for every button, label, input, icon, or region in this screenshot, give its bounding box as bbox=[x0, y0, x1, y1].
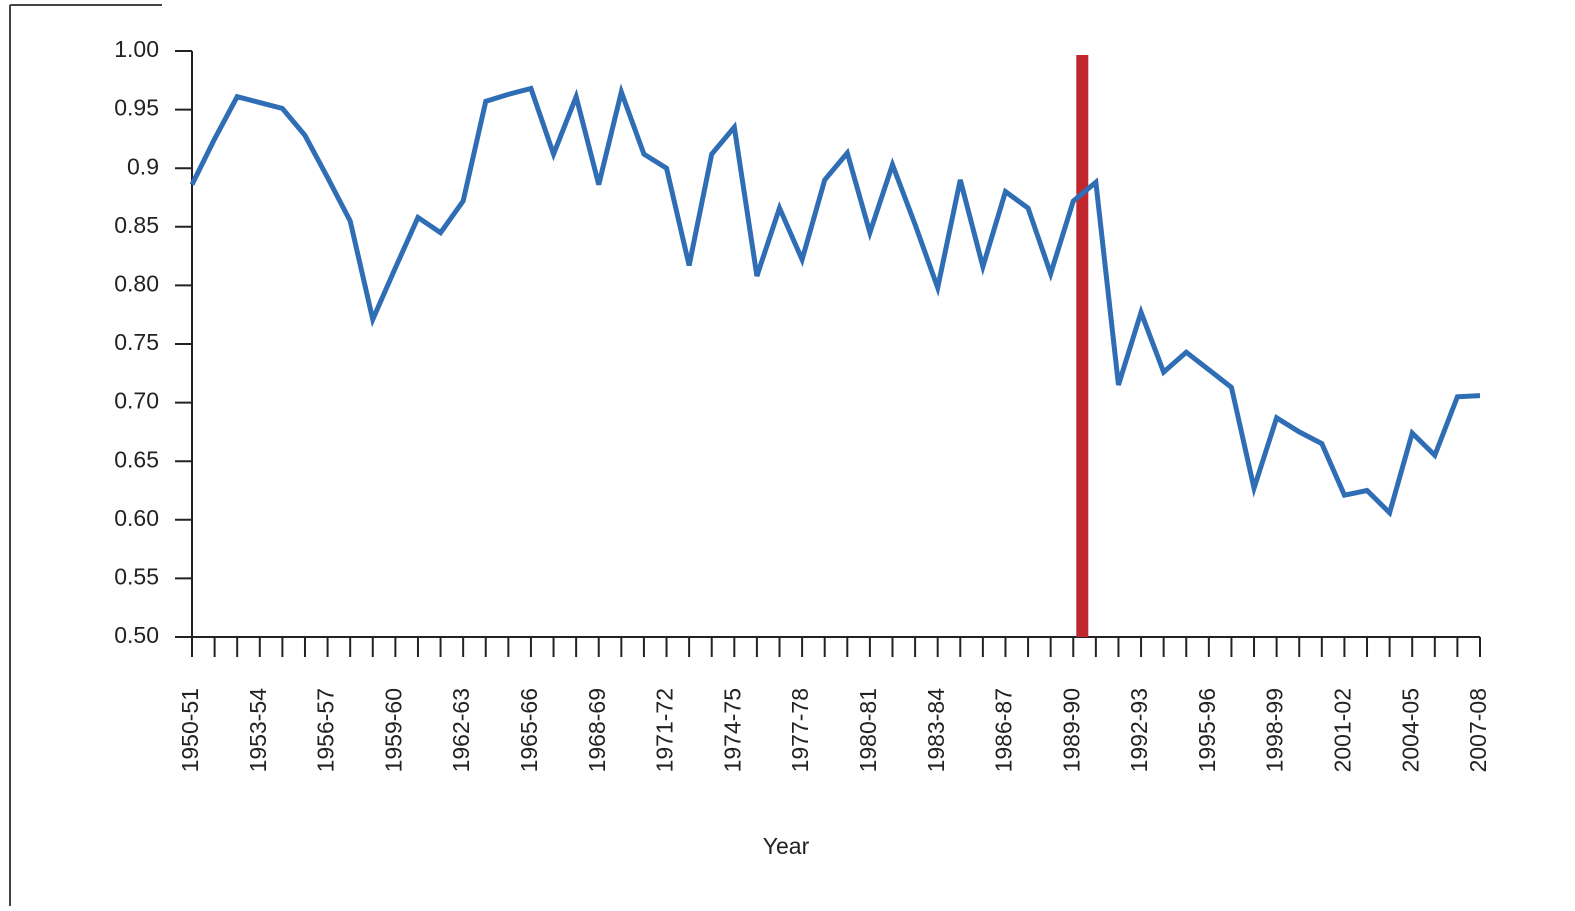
y-tick-label: 0.70 bbox=[114, 388, 159, 414]
x-tick-label: 1968-69 bbox=[584, 688, 610, 772]
y-tick-label: 1.00 bbox=[114, 36, 159, 62]
x-tick-label: 1950-51 bbox=[177, 688, 203, 772]
y-tick-label: 0.85 bbox=[114, 212, 159, 238]
y-tick-label: 0.60 bbox=[114, 505, 159, 531]
x-tick-label: 1980-81 bbox=[855, 688, 881, 772]
x-tick-label: 1962-63 bbox=[448, 688, 474, 772]
x-tick-label: 1992-93 bbox=[1126, 688, 1152, 772]
y-tick-label: 0.80 bbox=[114, 270, 159, 296]
x-tick-label: 1986-87 bbox=[991, 688, 1017, 772]
x-tick-label: 1995-96 bbox=[1194, 688, 1220, 772]
y-tick-label: 0.55 bbox=[114, 563, 159, 589]
y-tick-label: 0.50 bbox=[114, 622, 159, 648]
x-tick-label: 1983-84 bbox=[923, 688, 949, 773]
x-tick-label: 1953-54 bbox=[245, 688, 271, 773]
x-tick-label: 2004-05 bbox=[1397, 688, 1423, 772]
x-tick-label: 1971-72 bbox=[652, 688, 678, 772]
y-tick-label: 0.75 bbox=[114, 329, 159, 355]
y-tick-label: 0.9 bbox=[127, 153, 159, 179]
x-tick-label: 1998-99 bbox=[1262, 688, 1288, 772]
x-axis-label: Year bbox=[763, 833, 810, 859]
x-tick-label: 1977-78 bbox=[787, 688, 813, 772]
y-tick-label: 0.95 bbox=[114, 95, 159, 121]
y-tick-label: 0.65 bbox=[114, 446, 159, 472]
x-tick-label: 1974-75 bbox=[719, 688, 745, 772]
data-line bbox=[189, 83, 1481, 518]
x-tick-label: 1959-60 bbox=[380, 688, 406, 772]
x-tick-label: 1989-90 bbox=[1058, 688, 1084, 772]
x-tick-label: 1956-57 bbox=[313, 688, 339, 772]
x-tick-label: 2001-02 bbox=[1329, 688, 1355, 772]
x-tick-label: 1965-66 bbox=[516, 688, 542, 772]
x-tick-label: 2007-08 bbox=[1465, 688, 1491, 772]
